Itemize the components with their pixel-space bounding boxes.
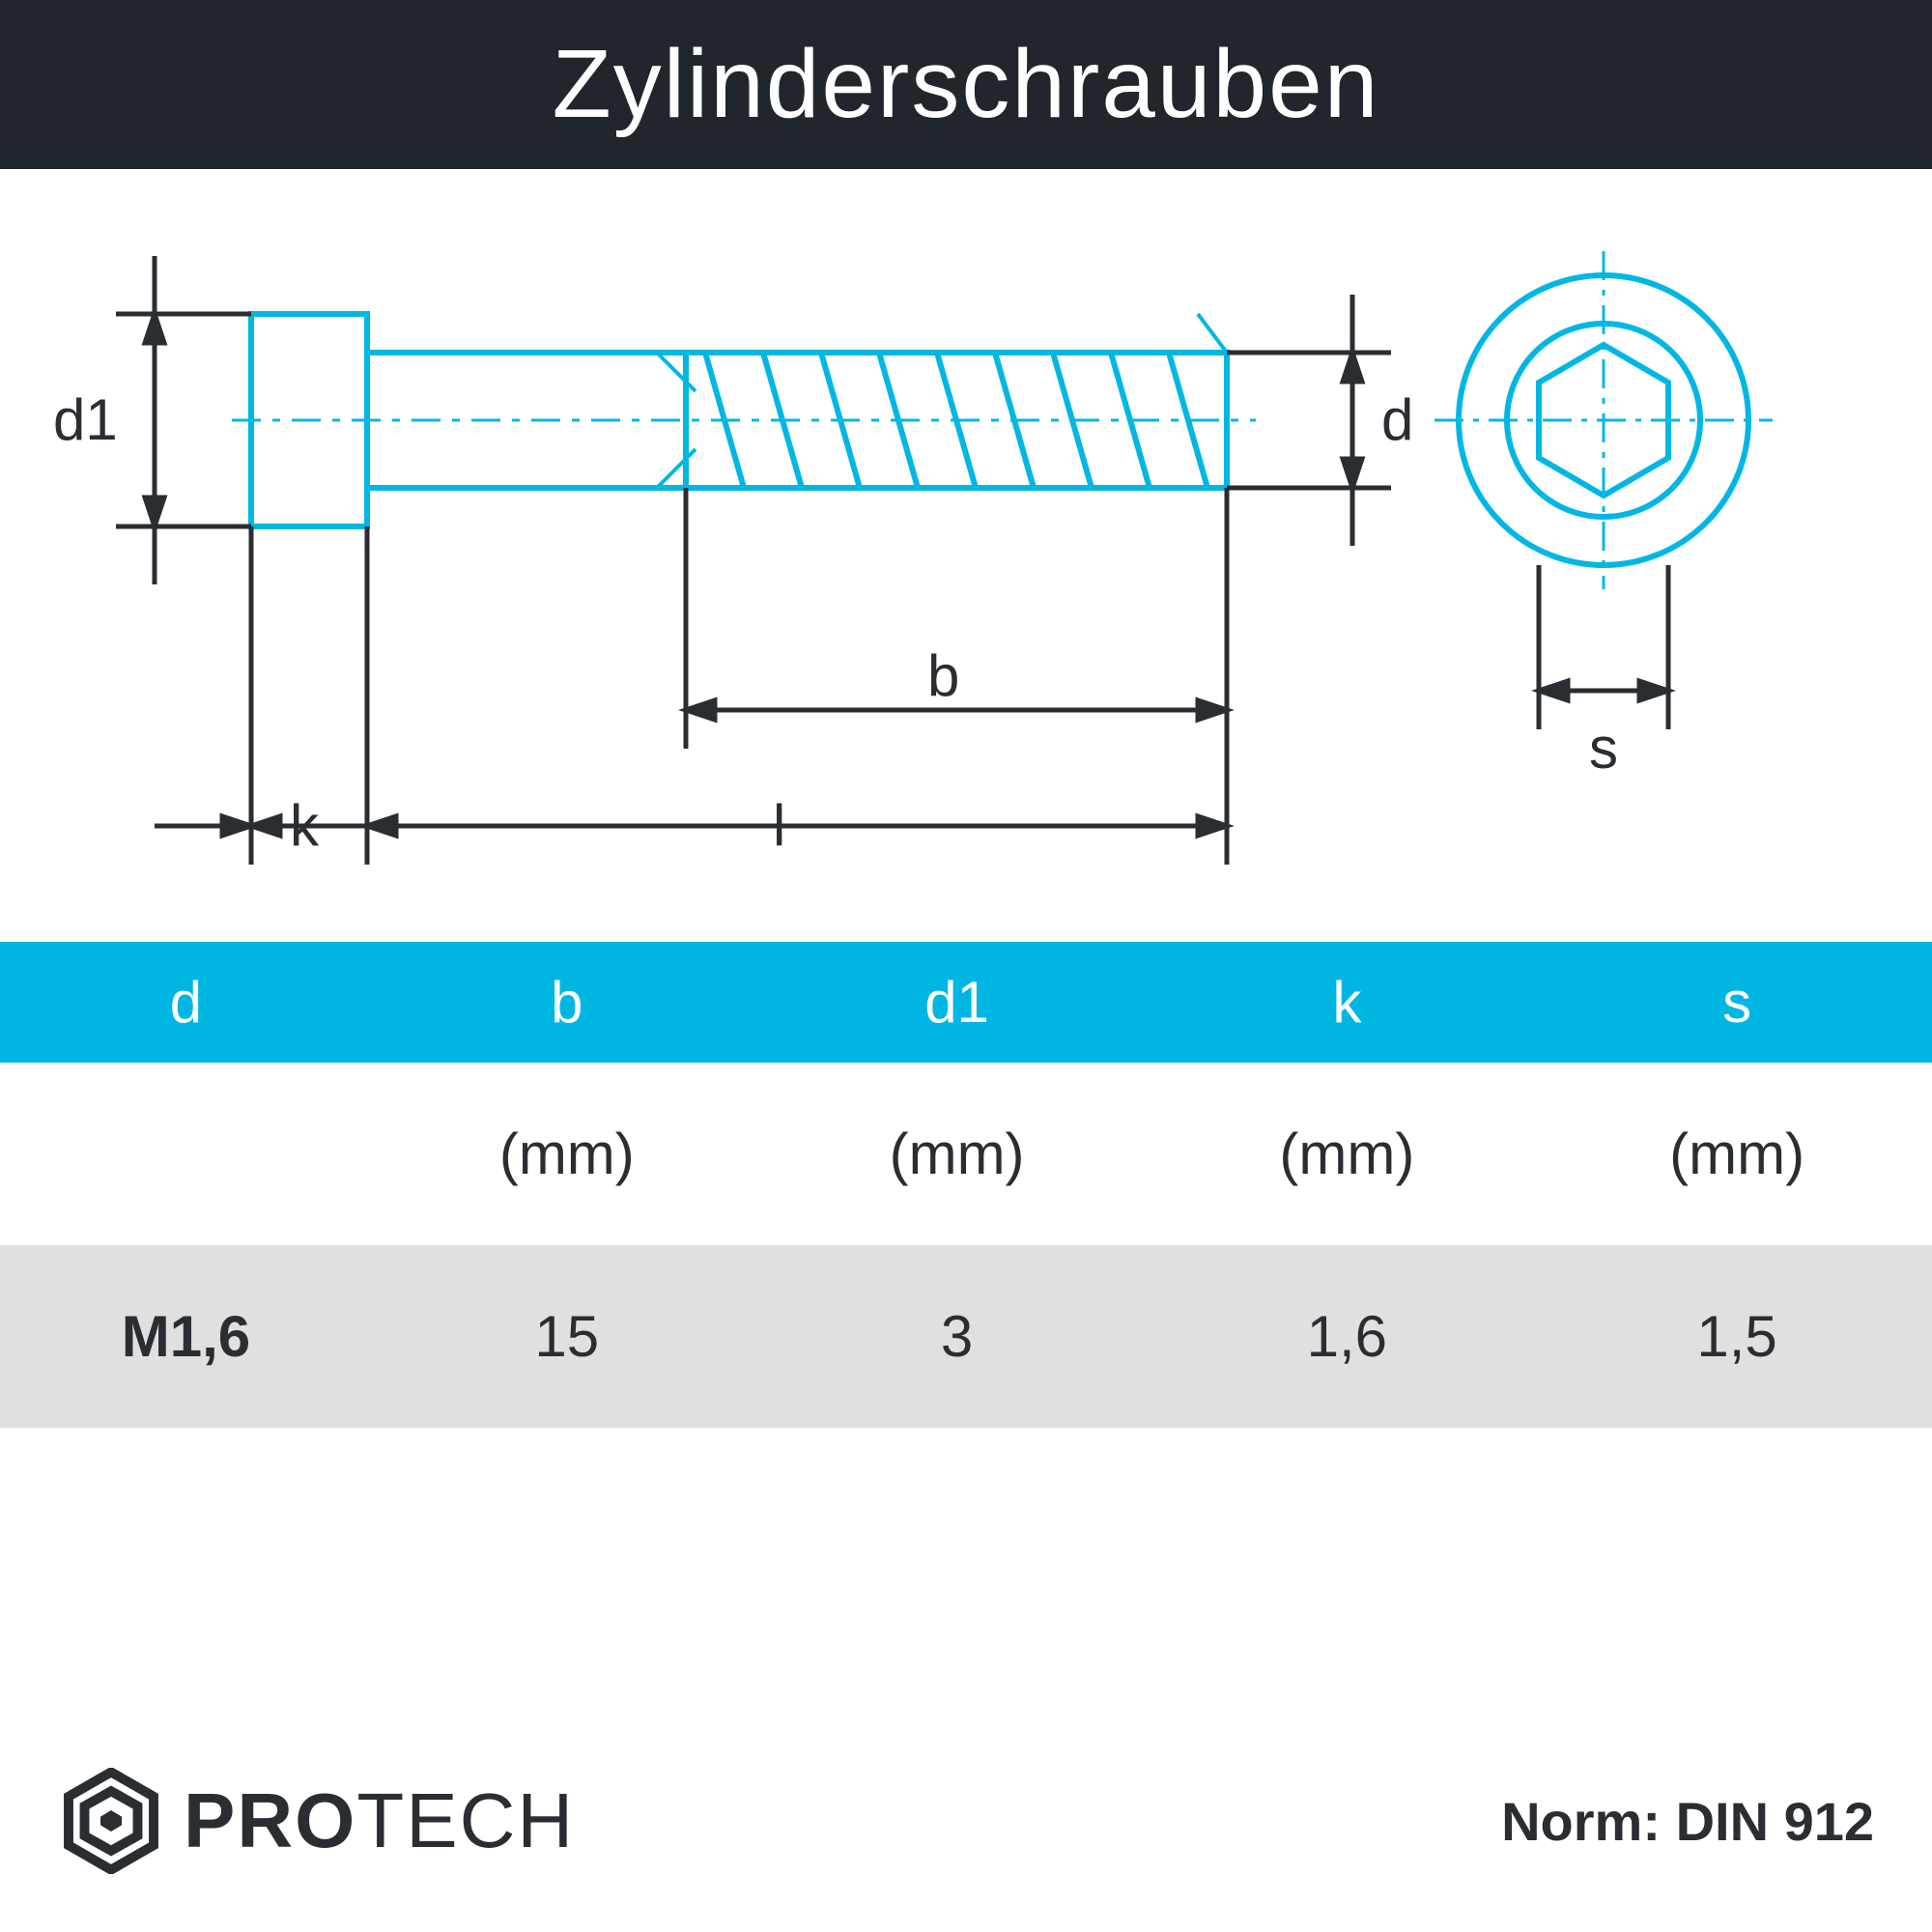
col-b: b [372, 942, 762, 1063]
col-d: d [0, 942, 372, 1063]
page-title: Zylinderschrauben [553, 30, 1380, 138]
empty-row [0, 1428, 1932, 1610]
dim-label-d1: d1 [53, 387, 118, 452]
dim-label-d: d [1381, 387, 1413, 452]
brand-logo: PROTECH [58, 1768, 575, 1874]
norm-text: Norm: DIN 912 [1501, 1790, 1874, 1853]
title-bar: Zylinderschrauben [0, 0, 1932, 169]
dim-label-l: l [773, 793, 785, 858]
hexagon-icon [58, 1768, 164, 1874]
dim-label-b: b [927, 643, 959, 708]
footer: PROTECH Norm: DIN 912 [0, 1768, 1932, 1874]
logo-text: PROTECH [184, 1776, 575, 1865]
dim-label-s: s [1589, 716, 1618, 781]
dim-label-k: k [290, 793, 320, 858]
col-d1: d1 [762, 942, 1152, 1063]
units-row: (mm) (mm) (mm) (mm) [0, 1063, 1932, 1245]
data-row: M1,6 15 3 1,6 1,5 [0, 1245, 1932, 1428]
col-s: s [1542, 942, 1932, 1063]
col-k: k [1151, 942, 1542, 1063]
technical-diagram: d1 d s b l k [0, 169, 1932, 942]
table-header-row: d b d1 k s [0, 942, 1932, 1063]
specs-table: d b d1 k s (mm) (mm) (mm) (mm) M1,6 15 3… [0, 942, 1932, 1610]
